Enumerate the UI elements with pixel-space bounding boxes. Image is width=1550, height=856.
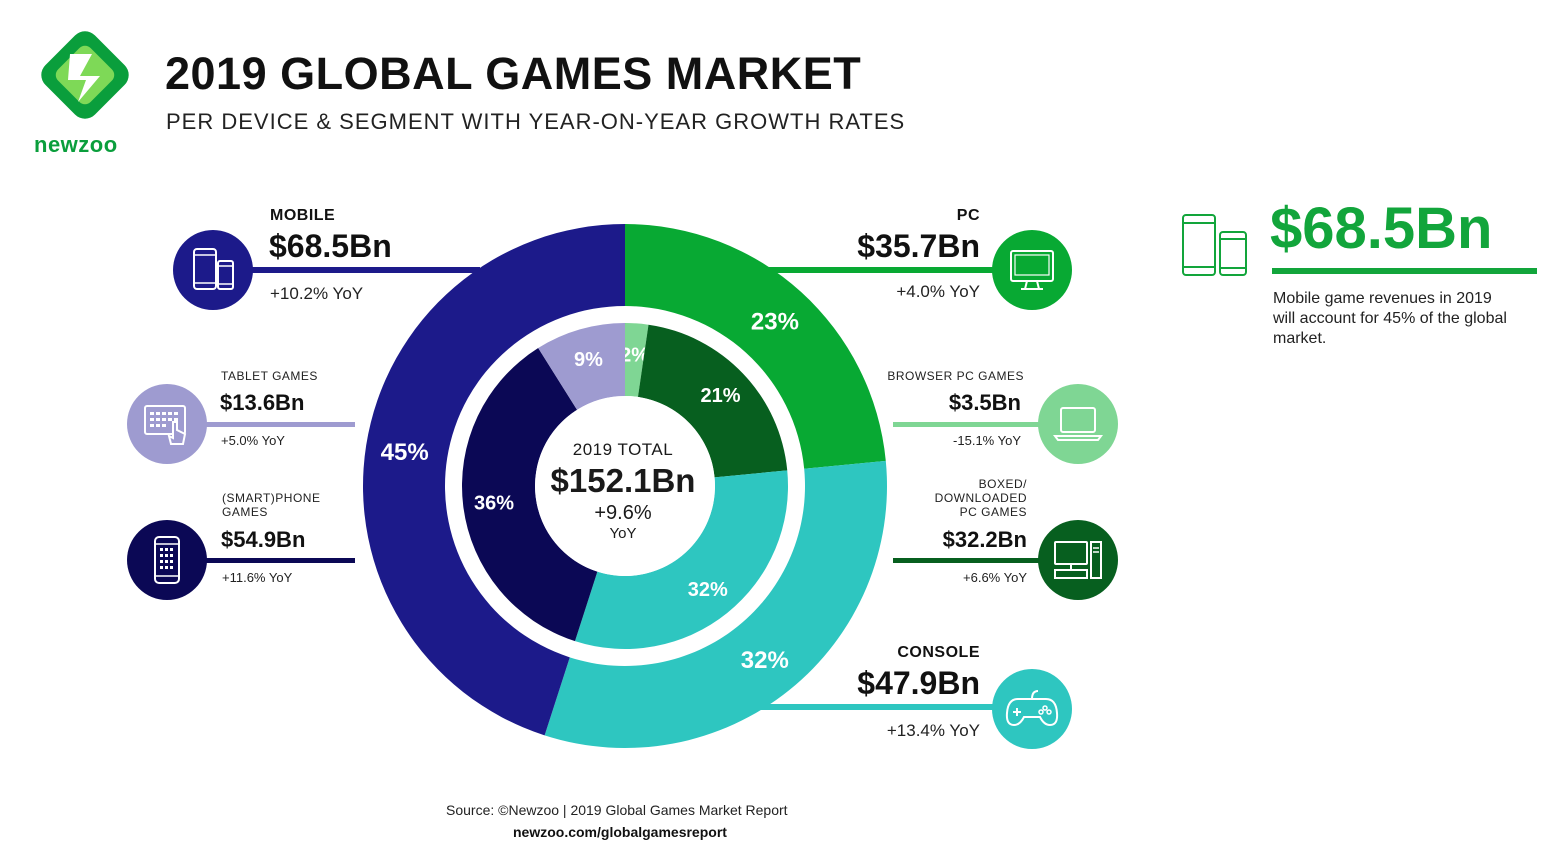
browser-pc-connector [893, 422, 1073, 427]
browser-pc-yoy: -15.1% YoY [953, 433, 1021, 448]
console-icon-circle [992, 669, 1072, 749]
center-growth-unit: YoY [609, 525, 637, 542]
console-value: $47.9Bn [857, 665, 980, 701]
boxed-pc-label-line3: PC GAMES [959, 505, 1027, 519]
inner-ring-slice-browser-pc [625, 323, 649, 397]
smartphone-label-line2: GAMES [222, 505, 268, 519]
callout-icon [1180, 212, 1252, 283]
boxed-pc-yoy: +6.6% YoY [963, 570, 1027, 585]
inner-ring-label-tablet: 9% [574, 349, 603, 371]
mobile-devices-icon [193, 248, 234, 290]
smartphone-connector [180, 558, 355, 563]
inner-ring-label-smartphone: 36% [474, 492, 514, 514]
gamepad-icon [1005, 690, 1059, 727]
center-growth: +9.6% [594, 502, 652, 524]
smartphone-value: $54.9Bn [221, 527, 306, 552]
pc-connector [765, 267, 1010, 273]
smartphone-label: (SMART)PHONE GAMES [222, 491, 320, 519]
mobile-value: $68.5Bn [269, 228, 392, 264]
callout-text: Mobile game revenues in 2019 will accoun… [1273, 290, 1507, 347]
tablet-value: $13.6Bn [220, 390, 305, 415]
inner-ring-slice-tablet [538, 323, 625, 410]
smartphone-icon-circle [127, 520, 207, 600]
brand-name: newzoo [34, 132, 118, 157]
boxed-pc-icon-circle [1038, 520, 1118, 600]
inner-ring-slice-boxed-pc [637, 324, 788, 478]
console-yoy: +13.4% YoY [886, 721, 980, 740]
donut-chart: 23% 32% 45% 2% 21% 32% 36% 9% [362, 224, 887, 748]
smartphone-label-line1: (SMART)PHONE [222, 491, 321, 505]
center-total-label: 2019 TOTAL [572, 440, 674, 459]
pc-label: PC [956, 207, 980, 224]
console-connector [755, 704, 1010, 710]
inner-ring-label-console: 32% [688, 579, 728, 601]
smartphone-icon [154, 536, 180, 584]
newzoo-logo [30, 22, 140, 132]
callout-underline [1272, 268, 1537, 274]
mobile-label: MOBILE [270, 207, 336, 224]
outer-ring-slice-pc [625, 224, 886, 469]
page-subtitle: PER DEVICE & SEGMENT WITH YEAR-ON-YEAR G… [166, 109, 906, 134]
tablet-icon-circle [127, 384, 207, 464]
boxed-pc-label: BOXED/ DOWNLOADED PC GAMES [880, 477, 1027, 519]
donut-center [535, 396, 715, 576]
tablet-connector [180, 422, 355, 427]
boxed-pc-value: $32.2Bn [942, 527, 1027, 552]
boxed-pc-label-line1: BOXED/ [978, 477, 1027, 491]
tablet-yoy: +5.0% YoY [221, 433, 285, 448]
pc-icon-circle [992, 230, 1072, 310]
callout-value: $68.5Bn [1270, 196, 1493, 261]
tablet-label: TABLET GAMES [221, 369, 318, 383]
mobile-devices-icon [1182, 214, 1247, 276]
inner-ring-label-browser-pc: 2% [620, 344, 649, 366]
mobile-icon-circle [173, 230, 253, 310]
outer-ring-label-mobile: 45% [381, 439, 429, 466]
page-title: 2019 GLOBAL GAMES MARKET [165, 48, 862, 99]
boxed-pc-label-line2: DOWNLOADED [934, 491, 1027, 505]
laptop-icon [1053, 407, 1103, 441]
mobile-connector [240, 267, 480, 273]
newzoo-logo-mark [41, 31, 129, 119]
tablet-touch-icon [144, 405, 187, 445]
inner-ring-slice-console [574, 470, 788, 649]
footer-url[interactable]: newzoo.com/globalgamesreport [513, 824, 727, 840]
footer-source: Source: ©Newzoo | 2019 Global Games Mark… [446, 802, 788, 818]
browser-pc-value: $3.5Bn [948, 390, 1021, 415]
outer-ring-label-console: 32% [741, 647, 789, 674]
outer-ring-label-pc: 23% [751, 308, 799, 335]
pc-value: $35.7Bn [857, 228, 980, 264]
browser-pc-label: BROWSER PC GAMES [887, 369, 1024, 383]
monitor-icon [1010, 250, 1054, 290]
smartphone-yoy: +11.6% YoY [222, 570, 293, 585]
inner-ring-label-boxed-pc: 21% [701, 385, 741, 407]
center-total-block: 2019 TOTAL $152.1Bn +9.6% YoY [523, 440, 723, 542]
desktop-tower-icon [1054, 541, 1102, 579]
mobile-yoy: +10.2% YoY [270, 284, 364, 303]
outer-ring-slice-console [544, 460, 887, 748]
outer-ring-slice-mobile [362, 224, 625, 736]
console-label: CONSOLE [897, 644, 980, 661]
browser-pc-icon-circle [1038, 384, 1118, 464]
inner-ring-slice-smartphone [462, 348, 598, 642]
center-total-value: $152.1Bn [550, 462, 696, 499]
boxed-pc-connector [893, 558, 1073, 563]
pc-yoy: +4.0% YoY [896, 282, 980, 301]
